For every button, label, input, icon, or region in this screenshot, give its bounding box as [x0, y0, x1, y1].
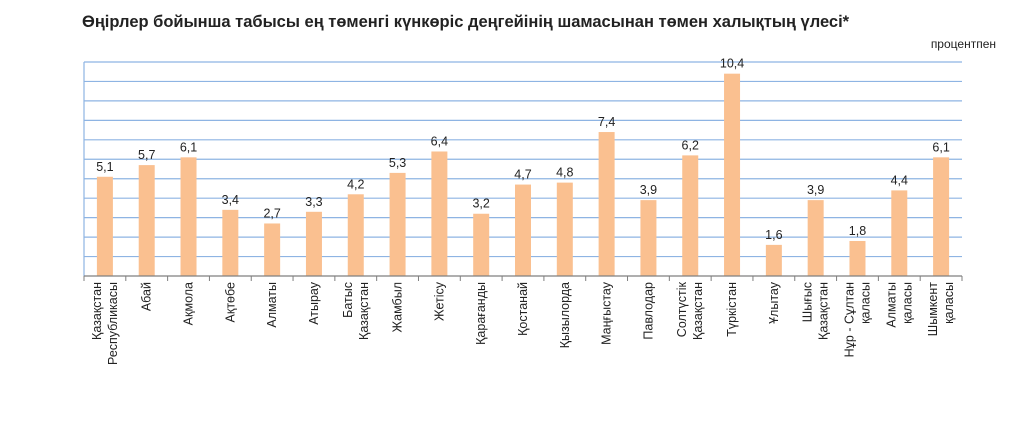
bar: [389, 172, 406, 276]
category-label: Алматы қаласы: [884, 282, 914, 328]
category-label-line: Ұлытау: [767, 281, 781, 324]
bar: [891, 190, 908, 276]
bar: [765, 244, 782, 276]
category-label: Қостанай: [516, 282, 530, 336]
category-label-line: Батыс: [341, 282, 355, 318]
category-label-line: Атырау: [307, 281, 321, 325]
bar: [222, 209, 239, 276]
category-label-line: Ақтөбе: [223, 282, 237, 323]
value-label: 3,2: [472, 197, 489, 211]
value-labels: 5,1 5,7 6,1 3,4 2,7 3,3 4,2 5,3 6,4 3,2 4,7 4,8 7,4 3…: [96, 57, 950, 242]
category-label: Алматы: [265, 282, 279, 328]
bar: [640, 200, 657, 276]
value-label: 3,9: [807, 183, 824, 197]
bar: [96, 176, 113, 276]
category-label-line: Қостанай: [516, 282, 530, 336]
bar: [138, 165, 155, 276]
value-label: 3,9: [640, 183, 657, 197]
category-label: Маңғыстау: [600, 281, 614, 345]
value-label: 5,7: [138, 148, 155, 162]
category-labels: Қазақстан Республикасы Абай Ақмола Ақтөбе Алм…: [90, 281, 956, 365]
category-label-line: қаласы: [900, 282, 914, 324]
category-label-line: Қызылорда: [558, 282, 572, 348]
bar: [305, 211, 322, 276]
category-label-line: Алматы: [884, 282, 898, 328]
value-label: 2,7: [263, 206, 280, 220]
bar: [515, 184, 531, 276]
bar: [933, 157, 950, 276]
category-label-line: Шығыс: [801, 282, 815, 322]
bar: [180, 157, 197, 276]
bar: [347, 194, 364, 276]
category-label-line: Қазақстан: [90, 282, 104, 340]
category-label: Павлодар: [641, 282, 655, 340]
chart-title: Өңірлер бойынша табысы ең төменгі күнкөр…: [82, 13, 850, 31]
value-label: 6,4: [431, 134, 448, 148]
bar: [807, 200, 824, 276]
bar: [849, 240, 866, 276]
category-label-line: Жетісу: [432, 281, 446, 321]
value-label: 5,3: [389, 156, 406, 170]
category-label: Ақмола: [182, 282, 196, 325]
value-label: 3,4: [222, 193, 239, 207]
bars: [96, 73, 950, 276]
category-label: Атырау: [307, 281, 321, 325]
category-label-line: қаласы: [942, 282, 956, 324]
category-label-line: Абай: [140, 282, 154, 311]
value-label: 6,1: [180, 140, 197, 154]
value-label: 5,1: [96, 160, 113, 174]
category-label: Абай: [140, 282, 154, 311]
category-label-line: Түркістан: [725, 282, 739, 337]
category-label-line: Қарағанды: [474, 282, 488, 345]
category-label: Батыс Қазақстан: [341, 282, 371, 340]
value-label: 10,4: [720, 57, 744, 71]
value-label: 1,8: [849, 224, 866, 238]
category-label: Түркістан: [725, 282, 739, 337]
category-label: Қарағанды: [474, 282, 488, 345]
category-label: Жетісу: [432, 281, 446, 321]
value-label: 4,2: [347, 177, 364, 191]
category-label-line: Қазақстан: [691, 282, 705, 340]
category-label-line: Шымкент: [926, 282, 940, 336]
category-label-line: Нұр - Сұлтан: [842, 282, 856, 357]
value-label: 3,3: [305, 195, 322, 209]
bar: [724, 73, 741, 276]
category-label: Шымкент қаласы: [926, 282, 956, 336]
category-label: Жамбыл: [391, 282, 405, 333]
bar: [598, 132, 615, 276]
category-label: Ақтөбе: [223, 282, 237, 323]
value-label: 6,2: [682, 138, 699, 152]
category-label-line: Жамбыл: [391, 282, 405, 333]
value-label: 4,4: [891, 173, 908, 187]
category-label: Солтүстік Қазақстан: [675, 281, 705, 339]
category-label-line: Маңғыстау: [600, 281, 614, 345]
category-label: Қызылорда: [558, 282, 572, 348]
category-label: Ұлытау: [767, 281, 781, 324]
category-label: Нұр - Сұлтан қаласы: [842, 282, 872, 357]
value-label: 4,7: [514, 168, 531, 182]
unit-label: процентпен: [930, 37, 996, 51]
category-label-line: Республикасы: [106, 282, 120, 365]
category-label-line: Ақмола: [182, 282, 196, 325]
category-label: Қазақстан Республикасы: [90, 282, 120, 365]
value-label: 6,1: [932, 140, 949, 154]
category-label-line: Солтүстік: [675, 281, 689, 337]
bar: [264, 223, 281, 276]
category-label-line: Қазақстан: [817, 282, 831, 340]
bar: [556, 182, 573, 276]
value-label: 7,4: [598, 115, 615, 129]
value-label: 1,6: [765, 228, 782, 242]
category-label-line: Павлодар: [641, 282, 655, 340]
category-label-line: Алматы: [265, 282, 279, 328]
category-label: Шығыс Қазақстан: [801, 282, 831, 340]
value-label: 4,8: [556, 166, 573, 180]
bar: [431, 151, 448, 276]
bar: [473, 213, 490, 276]
category-label-line: Қазақстан: [357, 282, 371, 340]
bar: [682, 155, 699, 276]
x-axis: [83, 275, 963, 281]
category-label-line: қаласы: [858, 282, 872, 324]
